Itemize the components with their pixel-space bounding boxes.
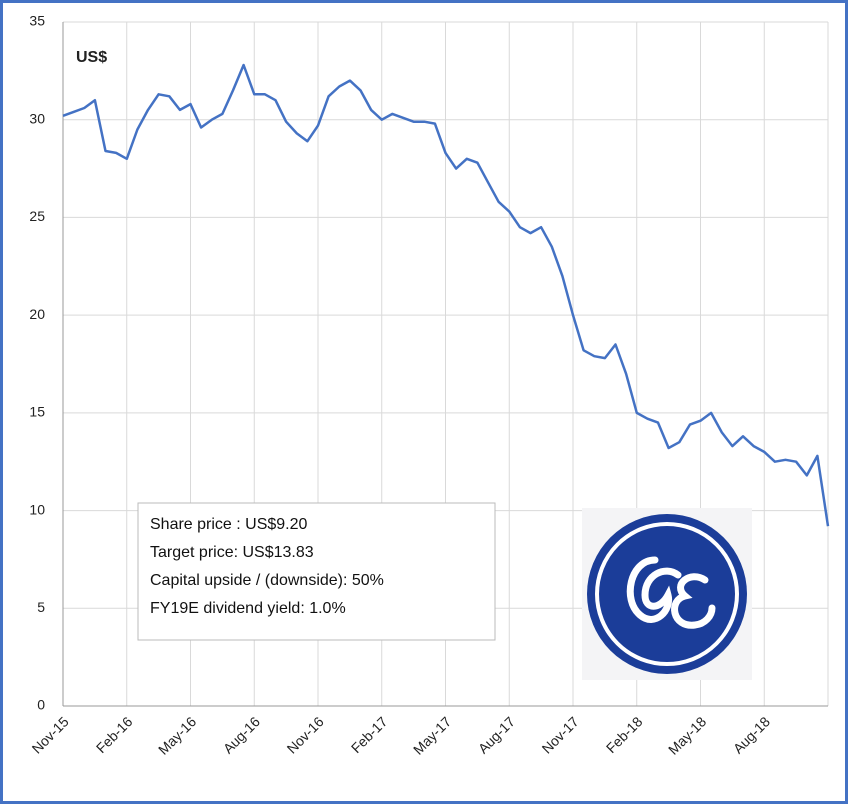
logo — [582, 508, 752, 680]
annotation: FY19E dividend yield: 1.0% — [150, 600, 346, 617]
y-tick-label: 5 — [37, 599, 45, 615]
y-tick-label: 15 — [29, 404, 45, 420]
annotation: Capital upside / (downside): 50% — [150, 572, 384, 589]
y-tick-label: 20 — [29, 306, 45, 322]
annotation: Target price: US$13.83 — [150, 544, 314, 561]
y-unit-label: US$ — [76, 49, 107, 66]
y-tick-label: 10 — [29, 501, 45, 517]
y-tick-label: 0 — [37, 697, 45, 713]
y-tick-label: 25 — [29, 208, 45, 224]
price-line — [62, 63, 830, 527]
annotation: Share price : US$9.20 — [150, 516, 308, 533]
info-box — [137, 502, 496, 641]
y-tick-label: 35 — [29, 13, 45, 29]
y-tick-label: 30 — [29, 110, 45, 126]
